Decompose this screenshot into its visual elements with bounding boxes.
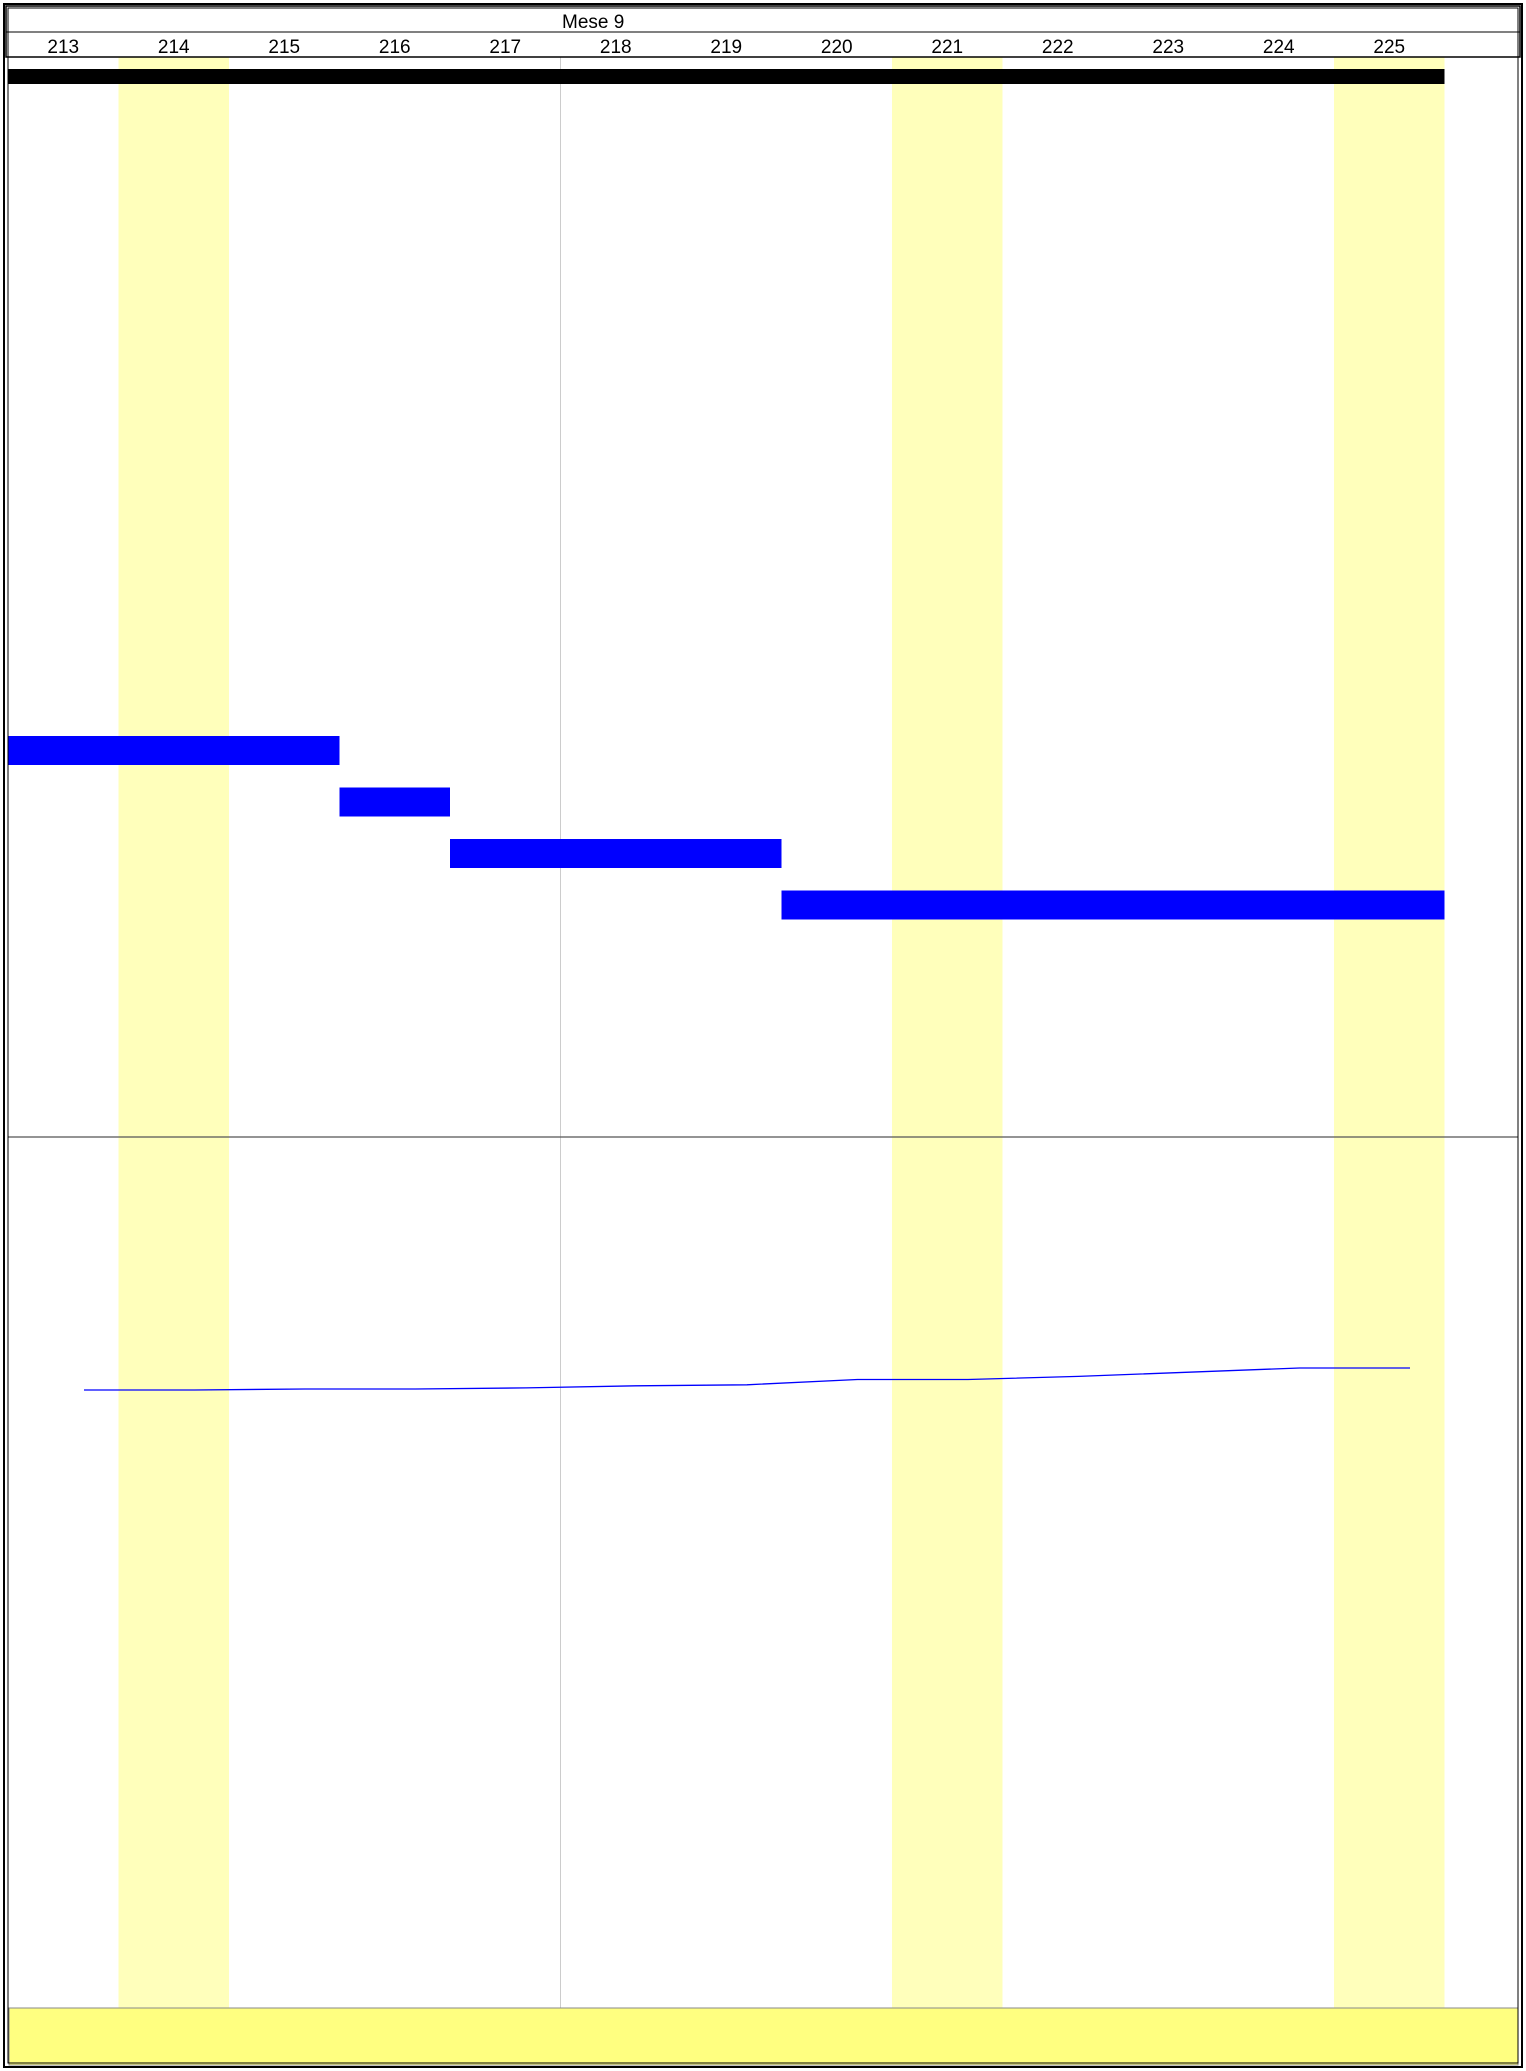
weekend-bands <box>118 57 1445 2008</box>
day-label: 216 <box>379 37 411 58</box>
gridlines <box>118 32 1445 2008</box>
day-label: 220 <box>821 37 853 58</box>
day-label: 219 <box>710 37 742 58</box>
task-bar <box>781 890 1445 920</box>
highlight-column-221 <box>892 57 1003 2008</box>
footer-band <box>8 2007 1519 2066</box>
task-bar <box>450 839 782 868</box>
day-label: 221 <box>931 37 963 58</box>
inner-border <box>7 7 1519 2064</box>
day-labels: 213 214 215 216 217 218 219 220 221 222 223 224 225 <box>47 37 1405 58</box>
day-label: 213 <box>47 37 79 58</box>
day-label: 218 <box>600 37 632 58</box>
day-label: 215 <box>268 37 300 58</box>
summary-bar <box>8 69 1445 84</box>
day-label: 225 <box>1373 37 1405 58</box>
task-bars <box>8 69 1445 920</box>
trend-line <box>84 1367 1410 1391</box>
day-label: 224 <box>1263 37 1295 58</box>
highlight-column-214 <box>118 57 229 2008</box>
task-bar <box>8 736 340 765</box>
outer-border <box>3 3 1523 2068</box>
day-label: 214 <box>158 37 190 58</box>
timeline-header: Mese 9 213 214 215 216 217 218 219 220 221 222 223… <box>5 5 1521 58</box>
highlight-column-225 <box>1334 57 1445 2008</box>
day-label: 217 <box>489 37 521 58</box>
month-label: Mese 9 <box>562 12 624 33</box>
trend-line-group <box>84 1367 1410 1391</box>
day-label: 223 <box>1152 37 1184 58</box>
day-label: 222 <box>1042 37 1074 58</box>
task-bar <box>339 787 450 817</box>
